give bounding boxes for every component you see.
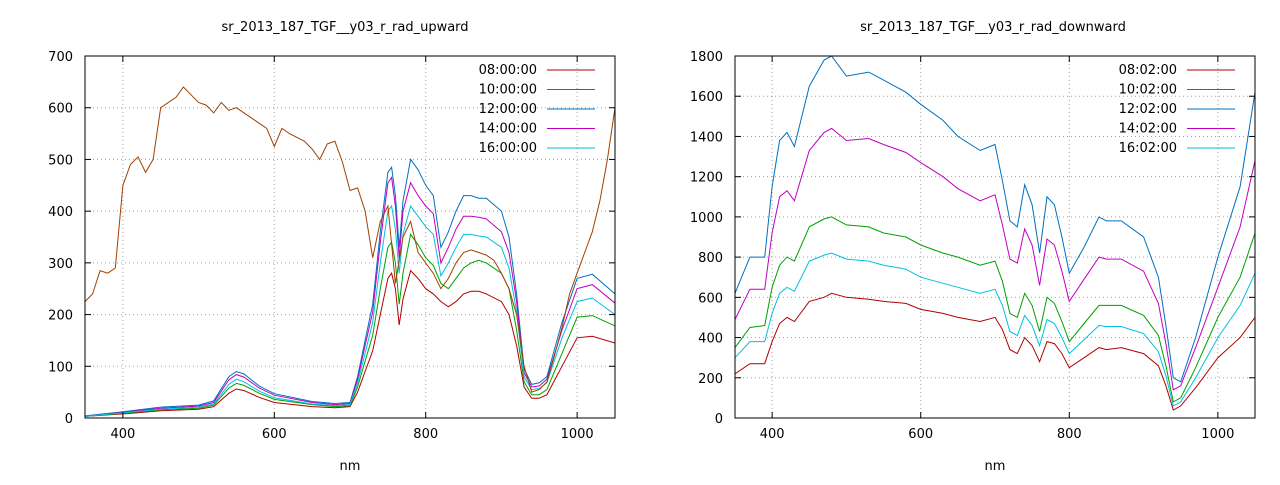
series-group [735, 56, 1255, 411]
x-tick-label: 1000 [1201, 427, 1234, 442]
series-line-6 [85, 86, 615, 393]
x-tick-label: 1000 [561, 427, 594, 442]
series-line-1 [85, 269, 615, 417]
legend-label-3: 12:02:00 [1119, 102, 1177, 117]
series-line-2 [735, 216, 1255, 403]
y-tick-label: 1800 [690, 50, 723, 65]
legend-label-3: 12:00:00 [479, 102, 537, 117]
y-tick-label: 800 [698, 251, 723, 266]
y-tick-label: 600 [48, 102, 73, 117]
x-tick-label: 600 [262, 427, 287, 442]
series-line-3 [735, 56, 1255, 383]
y-tick-label: 500 [48, 153, 73, 168]
legend-label-5: 16:00:00 [479, 141, 537, 156]
series-line-4 [735, 127, 1255, 391]
series-line-2 [85, 233, 615, 417]
legend-label-1: 08:00:00 [479, 63, 537, 78]
legend-label-5: 16:02:00 [1119, 141, 1177, 156]
y-tick-label: 200 [698, 372, 723, 387]
series-group [85, 86, 615, 417]
legend-label-2: 10:02:00 [1119, 83, 1177, 98]
y-tick-label: 100 [48, 360, 73, 375]
y-tick-label: 400 [698, 332, 723, 347]
series-line-3 [85, 158, 615, 417]
x-tick-label: 600 [908, 427, 933, 442]
chart-title: sr_2013_187_TGF__y03_r_rad_downward [860, 20, 1126, 35]
x-tick-label: 400 [760, 427, 785, 442]
y-tick-label: 700 [48, 50, 73, 65]
series-line-5 [735, 252, 1255, 407]
y-tick-label: 300 [48, 257, 73, 272]
y-tick-label: 0 [715, 412, 723, 427]
plot-frame [84, 55, 616, 419]
x-tick-label: 800 [413, 427, 438, 442]
y-tick-label: 200 [48, 309, 73, 324]
y-tick-label: 1000 [690, 211, 723, 226]
x-tick-label: 400 [110, 427, 135, 442]
x-tick-label: 800 [1057, 427, 1082, 442]
series-line-1 [735, 292, 1255, 411]
x-axis-label: nm [985, 459, 1006, 474]
y-tick-label: 400 [48, 205, 73, 220]
y-tick-label: 1200 [690, 171, 723, 186]
series-line-5 [85, 204, 615, 417]
legend-label-4: 14:00:00 [479, 122, 537, 137]
y-tick-label: 600 [698, 291, 723, 306]
legend-label-4: 14:02:00 [1119, 122, 1177, 137]
legend-label-1: 08:02:00 [1119, 63, 1177, 78]
legend-label-2: 10:00:00 [479, 83, 537, 98]
series-line-4 [85, 176, 615, 417]
y-tick-label: 0 [65, 412, 73, 427]
chart-title: sr_2013_187_TGF__y03_r_rad_upward [221, 20, 468, 35]
y-tick-label: 1600 [690, 90, 723, 105]
chart-1: sr_2013_187_TGF__y03_r_rad_upward 400 600 8… [48, 20, 616, 474]
x-axis-label: nm [340, 459, 361, 474]
y-tick-label: 1400 [690, 130, 723, 145]
chart-2: sr_2013_187_TGF__y03_r_rad_downward 400 60… [690, 20, 1256, 474]
plot-frame [734, 55, 1256, 419]
